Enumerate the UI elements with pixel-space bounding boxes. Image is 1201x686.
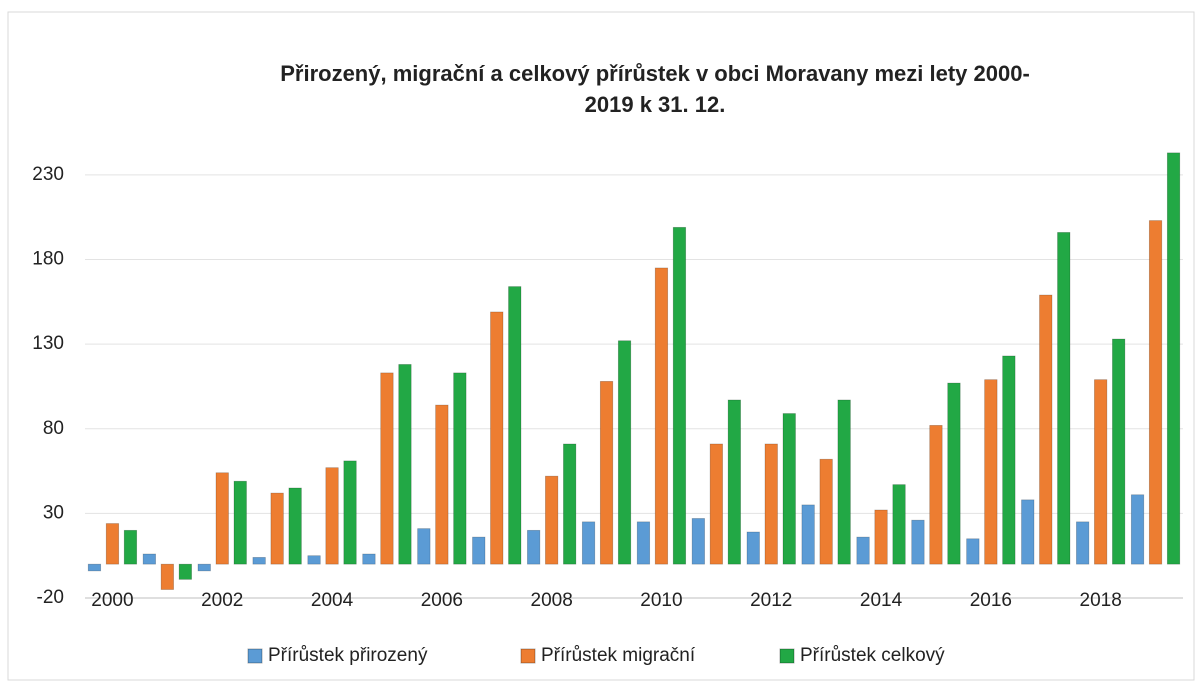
- legend-swatch: [520, 648, 536, 664]
- y-tick-label: 230: [32, 164, 64, 185]
- bar: [819, 458, 833, 565]
- y-tick-label: 30: [43, 502, 64, 523]
- bar: [581, 521, 596, 565]
- bar: [1130, 494, 1145, 565]
- x-tick-label: 2008: [531, 590, 573, 611]
- bar: [911, 519, 925, 565]
- bar: [307, 555, 321, 565]
- bar: [1057, 232, 1071, 565]
- bar: [727, 399, 741, 565]
- bar: [123, 529, 138, 565]
- bar: [672, 226, 687, 565]
- bar: [599, 380, 614, 565]
- bar: [325, 467, 339, 565]
- bar: [691, 518, 705, 565]
- bar: [545, 475, 559, 565]
- x-tick-label: 2000: [91, 590, 133, 611]
- bar: [87, 563, 102, 572]
- y-tick-label: 80: [43, 418, 64, 439]
- bar: [472, 536, 486, 565]
- bar: [1039, 294, 1053, 565]
- y-tick-label: 130: [32, 333, 64, 354]
- bar: [508, 286, 522, 565]
- x-tick-label: 2002: [201, 590, 243, 611]
- bar: [435, 404, 449, 565]
- x-tick-label: 2016: [970, 590, 1012, 611]
- bar: [1002, 355, 1016, 565]
- bar: [380, 372, 394, 565]
- bar: [636, 521, 651, 565]
- bar: [1166, 152, 1181, 565]
- bar: [270, 492, 284, 565]
- bar: [197, 563, 211, 572]
- bar: [654, 267, 669, 565]
- x-tick-label: 2010: [640, 590, 682, 611]
- bar: [782, 413, 796, 565]
- bar: [709, 443, 723, 565]
- x-tick-label: 2018: [1080, 590, 1122, 611]
- bar: [1021, 499, 1035, 565]
- x-tick-label: 2004: [311, 590, 354, 611]
- bar: [764, 443, 778, 565]
- bar: [160, 563, 174, 590]
- bar: [215, 472, 229, 565]
- bar: [929, 425, 943, 565]
- bar: [417, 528, 431, 565]
- bar: [856, 536, 870, 565]
- bar: [288, 487, 302, 565]
- chart-title: Přirozený, migrační a celkový přírůstek …: [280, 61, 1030, 86]
- bar: [398, 364, 412, 565]
- y-tick-label: -20: [37, 587, 64, 608]
- bar: [892, 484, 906, 565]
- bar: [1094, 379, 1108, 565]
- bar: [966, 538, 980, 565]
- bar: [801, 504, 815, 565]
- bar: [1148, 220, 1163, 565]
- legend-swatch: [247, 648, 263, 664]
- bar: [142, 553, 156, 565]
- legend-label: Přírůstek celkový: [800, 645, 945, 666]
- legend-label: Přírůstek migrační: [541, 645, 696, 666]
- x-tick-label: 2006: [421, 590, 463, 611]
- bar: [453, 372, 467, 565]
- bar: [233, 480, 247, 565]
- bar: [947, 382, 961, 565]
- x-tick-label: 2014: [860, 590, 903, 611]
- bar: [1112, 338, 1126, 565]
- bar: [527, 529, 541, 565]
- bar: [874, 509, 888, 565]
- bar: [105, 523, 120, 565]
- bar: [837, 399, 851, 565]
- x-tick-label: 2012: [750, 590, 792, 611]
- bar: [1076, 521, 1090, 565]
- bar: [178, 563, 192, 580]
- chart-title: 2019 k 31. 12.: [585, 92, 726, 117]
- legend-swatch: [779, 648, 795, 664]
- y-tick-label: 180: [32, 248, 64, 269]
- bar: [563, 443, 577, 565]
- bar: [490, 311, 504, 565]
- bar: [362, 553, 376, 565]
- bar: [252, 557, 266, 565]
- bar: [343, 460, 357, 565]
- legend-label: Přírůstek přirozený: [268, 645, 428, 666]
- bar: [984, 379, 998, 565]
- bar: [617, 340, 632, 565]
- bar: [746, 531, 760, 565]
